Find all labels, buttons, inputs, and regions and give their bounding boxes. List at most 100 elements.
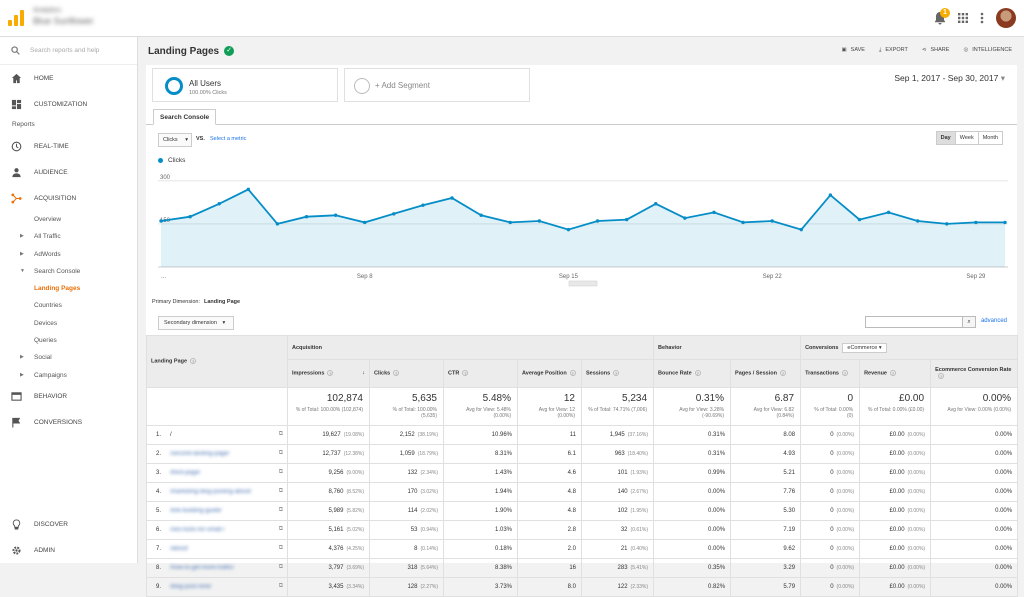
data-point[interactable] (421, 203, 425, 207)
col-clicks[interactable]: Clicks? (369, 359, 444, 388)
landing-page-link[interactable]: /seo-tools-for-small-/ (170, 527, 225, 533)
landing-page-link[interactable]: / (170, 432, 172, 438)
table-search-input[interactable] (865, 316, 963, 328)
data-point[interactable] (1003, 220, 1007, 225)
data-point[interactable] (304, 214, 309, 219)
sidebar-sub-all-traffic[interactable]: ▶ All Traffic (0, 228, 137, 245)
sidebar-item-audience[interactable]: AUDIENCE (0, 159, 137, 185)
sidebar-item-behavior[interactable]: BEHAVIOR (0, 384, 137, 410)
sidebar-sub-queries[interactable]: Queries (0, 332, 137, 349)
data-point[interactable] (945, 222, 949, 226)
advanced-filter-link[interactable]: advanced (980, 318, 1007, 324)
col-transactions[interactable]: Transactions? (800, 359, 861, 388)
data-point[interactable] (886, 210, 891, 215)
data-point[interactable] (915, 219, 920, 223)
landing-page-link[interactable]: /about/ (170, 546, 189, 552)
col-ecommerce-conversion-rate[interactable]: Ecommerce Conversion Rate? (930, 359, 1019, 388)
sidebar-item-conversions[interactable]: CONVERSIONS (0, 410, 137, 436)
sidebar-sub-landing-pages[interactable]: Landing Pages (0, 280, 137, 297)
table-row[interactable]: 3./third-page/⧉ 9,256 (9.00%) 132 (2.34%) 1.4… (146, 463, 1019, 483)
select-metric-link[interactable]: Select a metric (210, 136, 247, 142)
data-point[interactable] (363, 220, 367, 225)
table-row[interactable]: 9./blog-post-nine/⧉ 3,435 (3.34%) 128 (2.27%… (146, 577, 1019, 597)
intelligence-button[interactable]: ◎ INTELLIGENCE (963, 47, 1012, 54)
data-point[interactable] (188, 214, 192, 219)
open-page-icon[interactable]: ⧉ (278, 469, 283, 475)
avatar[interactable] (996, 8, 1016, 28)
segment-all-users[interactable]: All Users 100.00% Clicks (152, 68, 338, 102)
notifications-icon[interactable]: 1 (934, 8, 950, 25)
data-point[interactable] (159, 219, 163, 223)
sidebar-sub-campaigns[interactable]: ▶ Campaigns (0, 367, 137, 384)
date-range-picker[interactable]: Sep 1, 2017 - Sep 30, 2017 ▾ (894, 73, 1005, 84)
sidebar-search[interactable]: Search reports and help (0, 37, 137, 65)
help-icon[interactable]: ? (842, 370, 848, 377)
period-month-button[interactable]: Month (978, 132, 1002, 144)
open-page-icon[interactable]: ⧉ (278, 450, 283, 456)
data-point[interactable] (566, 227, 571, 232)
col-sessions[interactable]: Sessions? (580, 359, 655, 388)
data-point[interactable] (857, 217, 862, 222)
help-icon[interactable]: ? (890, 370, 896, 377)
chart-resize-handle[interactable] (568, 280, 598, 287)
more-vert-icon[interactable] (980, 12, 984, 24)
data-point[interactable] (537, 219, 542, 223)
metric-select[interactable]: Clicks ▾ (158, 133, 192, 147)
conversions-select[interactable]: eCommerce ▾ (842, 342, 887, 353)
secondary-dimension-select[interactable]: Secondary dimension ▾ (158, 316, 234, 330)
help-icon[interactable]: ? (613, 370, 620, 377)
tab-search-console[interactable]: Search Console (153, 109, 217, 125)
help-icon[interactable]: ? (569, 370, 576, 377)
landing-page-link[interactable]: /link-building-guide/ (170, 508, 222, 514)
data-point[interactable] (654, 202, 658, 206)
help-icon[interactable]: ? (938, 373, 945, 380)
col-ctr[interactable]: CTR? (443, 359, 518, 388)
data-point[interactable] (799, 227, 803, 232)
sidebar-sub-adwords[interactable]: ▶ AdWords (0, 246, 137, 263)
share-button[interactable]: ⋖ SHARE (922, 47, 950, 54)
open-page-icon[interactable]: ⧉ (278, 526, 283, 532)
table-row[interactable]: 6./seo-tools-for-small-/⧉ 5,161 (5.02%) 53(… (146, 520, 1019, 540)
sidebar-item-admin[interactable]: ADMIN (0, 537, 137, 563)
data-point[interactable] (508, 220, 512, 225)
data-point[interactable] (683, 216, 687, 220)
period-day-button[interactable]: Day (936, 132, 956, 144)
data-point[interactable] (741, 220, 745, 225)
col-impressions[interactable]: Impressions? ↓ (287, 359, 370, 388)
col-pages-session[interactable]: Pages / Session? (730, 359, 802, 388)
open-page-icon[interactable]: ⧉ (278, 545, 283, 551)
open-page-icon[interactable]: ⧉ (278, 564, 283, 570)
data-point[interactable] (333, 213, 338, 217)
table-row[interactable]: 2./second-landing-page/⧉ 12,737 (12.38%) 1,… (146, 444, 1019, 464)
table-row[interactable]: 1. / ⧉ 19,627 (19.08%) 2,152 (38.19%) 10.96% 11 1… (146, 425, 1019, 445)
help-icon[interactable]: ? (393, 370, 400, 377)
data-point[interactable] (624, 217, 629, 222)
sidebar-item-discover[interactable]: DISCOVER (0, 511, 137, 537)
col-bounce-rate[interactable]: Bounce Rate? (653, 359, 732, 388)
primary-dimension-value[interactable]: Landing Page (203, 299, 241, 305)
col-landing-page[interactable]: Landing Page? (146, 335, 288, 388)
sidebar-sub-overview[interactable]: Overview (0, 211, 137, 228)
open-page-icon[interactable]: ⧉ (278, 488, 283, 494)
sidebar-item-customization[interactable]: CUSTOMIZATION (0, 91, 137, 117)
open-page-icon[interactable]: ⧉ (278, 507, 283, 513)
data-point[interactable] (450, 196, 454, 200)
sidebar-sub-countries[interactable]: Countries (0, 297, 137, 314)
add-segment-card[interactable]: + Add Segment (344, 68, 530, 102)
sidebar-sub-social[interactable]: ▶ Social (0, 349, 137, 366)
table-row[interactable]: 8. /how-to-get-more-traffic/ ⧉ 3,797 (3.69%)… (146, 558, 1019, 578)
apps-grid-icon[interactable] (958, 13, 968, 23)
table-row[interactable]: 4. /marketing-blog-posting-about/ ⧉ 8,760 (8… (146, 482, 1019, 502)
col-revenue[interactable]: Revenue? (859, 359, 932, 388)
landing-page-link[interactable]: /how-to-get-more-traffic/ (170, 565, 234, 571)
sidebar-item-realtime[interactable]: REAL-TIME (0, 133, 137, 159)
sidebar-sub-devices[interactable]: Devices (0, 315, 137, 332)
data-point[interactable] (828, 193, 833, 197)
table-row[interactable]: 7./about/⧉ 4,376 (4.25%) 8 (0.14%) 0.18% 2.0 21… (146, 539, 1019, 559)
data-point[interactable] (246, 187, 251, 192)
help-icon[interactable]: ? (327, 370, 334, 377)
landing-page-link[interactable]: /blog-post-nine/ (170, 584, 212, 590)
period-week-button[interactable]: Week (955, 132, 979, 144)
landing-page-link[interactable]: /marketing-blog-posting-about/ (170, 489, 252, 495)
open-page-icon[interactable]: ⧉ (278, 431, 283, 437)
